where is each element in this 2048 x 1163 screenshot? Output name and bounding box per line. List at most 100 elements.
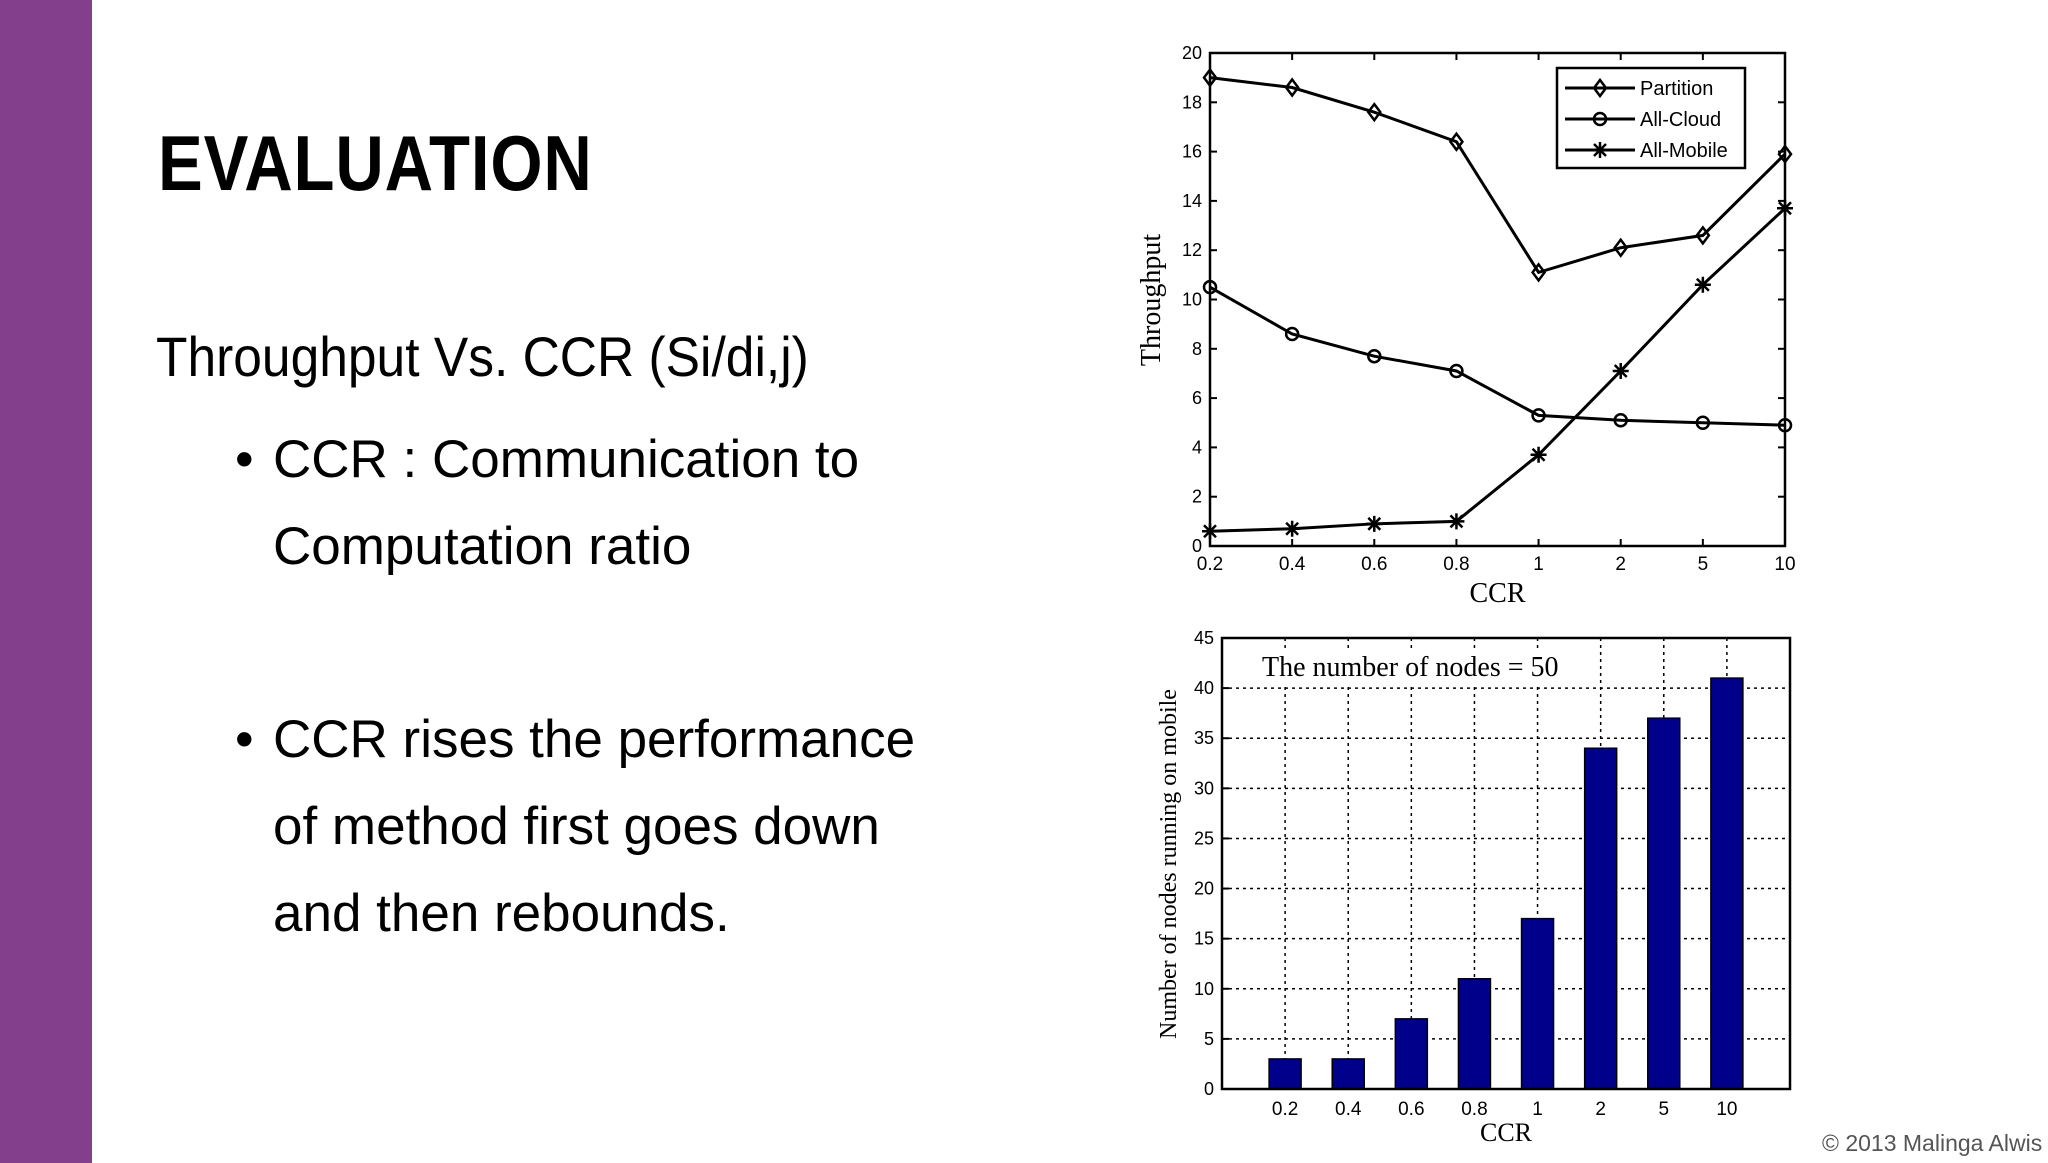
bullet-ccr-performance: • CCR rises the performance of method fi… (235, 696, 915, 957)
series-partition (1202, 67, 1793, 283)
y-axis-label: Throughput (1136, 234, 1167, 366)
marker-circle (1695, 415, 1711, 430)
x-tick-label: 2 (1615, 554, 1626, 575)
marker-diamond (1448, 131, 1464, 152)
marker-diamond (1613, 237, 1629, 258)
x-axis-label: CCR (1469, 578, 1525, 609)
bar (1520, 917, 1555, 1090)
x-tick-label: 2 (1595, 1099, 1606, 1120)
bullet-dot: • (235, 430, 254, 489)
bar (1647, 717, 1681, 1090)
y-tick-label: 0 (1192, 536, 1202, 556)
x-tick-label: 0.8 (1443, 554, 1469, 575)
x-tick-label: 0.4 (1279, 554, 1306, 575)
marker-star (1448, 513, 1465, 530)
bullet-line: CCR : Communication to (273, 430, 860, 489)
series-line (1209, 207, 1787, 533)
x-tick-label: 1 (1532, 1099, 1543, 1120)
x-tick-label: 0.6 (1361, 554, 1387, 575)
marker-diamond (1366, 102, 1382, 123)
y-tick-label: 10 (1194, 979, 1214, 999)
plot-frame (1220, 636, 1792, 1091)
y-tick-label: 6 (1192, 388, 1202, 408)
bar (1710, 677, 1744, 1090)
marker-circle (1777, 417, 1793, 433)
x-tick-label: 1 (1533, 554, 1544, 575)
marker-diamond (1284, 77, 1300, 98)
y-tick-label: 14 (1182, 191, 1202, 211)
y-axis-label: Number of nodes running on mobile (1156, 689, 1182, 1039)
y-tick-label: 15 (1194, 929, 1214, 949)
marker-star (1612, 362, 1629, 379)
series-all-mobile (1202, 200, 1793, 540)
y-tick-label: 5 (1204, 1029, 1214, 1049)
y-tick-label: 35 (1194, 728, 1214, 748)
y-tick-label: 4 (1192, 437, 1202, 457)
marker-star (1530, 446, 1547, 463)
x-tick-label: 10 (1716, 1099, 1737, 1120)
x-tick-label: 0.2 (1272, 1099, 1298, 1120)
y-tick-label: 30 (1194, 778, 1214, 798)
marker-star (1284, 520, 1301, 537)
bullet-line: and then rebounds. (273, 884, 730, 943)
marker-circle (1367, 348, 1382, 364)
legend-item: All-Cloud (1565, 109, 1721, 131)
y-tick-label: 10 (1182, 290, 1202, 310)
legend-item: Partition (1565, 77, 1713, 100)
annotation-background (1258, 652, 1563, 683)
x-axis-label: CCR (1480, 1118, 1533, 1147)
marker-circle (1613, 413, 1628, 428)
marker-diamond (1777, 143, 1793, 165)
chart-annotation: The number of nodes = 50 (1262, 652, 1559, 683)
series-line (1209, 76, 1787, 275)
x-tick-label: 0.6 (1398, 1099, 1424, 1120)
accent-bar (0, 0, 92, 1163)
y-tick-label: 8 (1192, 339, 1202, 359)
bullet-dot: • (235, 710, 254, 769)
y-tick-label: 18 (1182, 92, 1202, 112)
legend-label: All-Mobile (1640, 140, 1728, 162)
marker-star (1202, 523, 1218, 540)
marker-star (1694, 276, 1711, 293)
x-tick-label: 5 (1698, 554, 1709, 575)
bar (1268, 1058, 1302, 1090)
marker-diamond (1531, 262, 1547, 283)
y-tick-label: 25 (1194, 828, 1214, 848)
marker-circle (1202, 279, 1218, 295)
marker-circle (1284, 326, 1300, 342)
x-tick-label: 5 (1658, 1099, 1669, 1120)
y-tick-label: 20 (1182, 43, 1202, 63)
bullet-line: CCR rises the performance (273, 710, 916, 769)
y-tick-label: 2 (1192, 487, 1202, 507)
marker-star (1366, 515, 1383, 532)
legend: Partition All-Cloud All-Mobile (1555, 66, 1747, 170)
slide-title: EVALUATION (158, 119, 593, 207)
legend-label: All-Cloud (1640, 109, 1721, 131)
x-tick-label: 0.2 (1197, 554, 1223, 575)
series-line (1209, 285, 1786, 427)
y-tick-label: 0 (1204, 1079, 1214, 1099)
marker-star (1592, 142, 1608, 158)
bar (1331, 1058, 1365, 1090)
copyright-notice: © 2013 Malinga Alwis (1822, 1130, 2043, 1156)
legend-label: Partition (1640, 78, 1713, 100)
marker-diamond (1592, 77, 1608, 99)
marker-diamond (1695, 225, 1711, 246)
marker-circle (1592, 111, 1608, 127)
series-all-cloud (1202, 279, 1793, 433)
y-tick-label: 20 (1194, 879, 1214, 899)
x-tick-label: 10 (1774, 554, 1795, 575)
bar (1394, 1018, 1429, 1090)
marker-circle (1531, 408, 1546, 423)
y-tick-label: 45 (1194, 628, 1214, 648)
y-tick-label: 12 (1182, 240, 1202, 260)
bullet-ccr-definition: • CCR : Communication to Computation rat… (235, 416, 859, 590)
bar (1457, 978, 1492, 1090)
marker-star (1777, 200, 1793, 217)
bar (1583, 747, 1618, 1090)
x-tick-label: 0.8 (1461, 1099, 1487, 1120)
legend-item: All-Mobile (1565, 140, 1728, 162)
marker-diamond (1202, 67, 1218, 88)
bullet-line: Computation ratio (273, 517, 692, 576)
